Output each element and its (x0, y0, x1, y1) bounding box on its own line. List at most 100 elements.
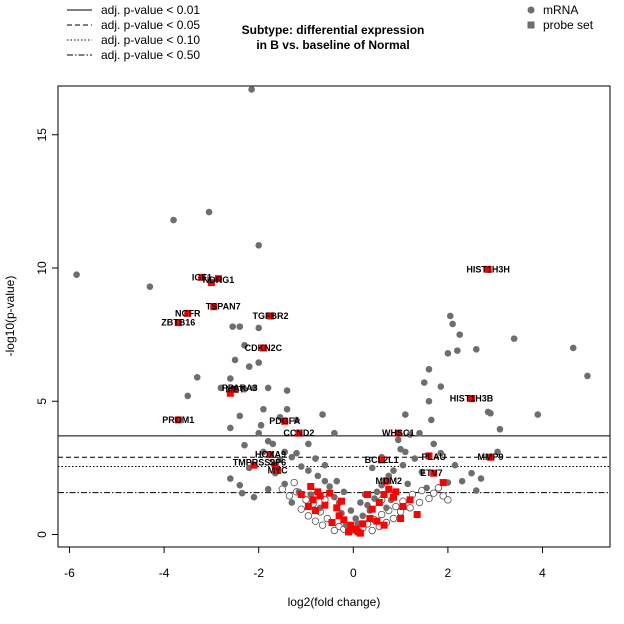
legend-point-label-0: mRNA (543, 3, 578, 17)
probe-point-37 (356, 529, 364, 537)
gene-label-13: TMPRSS2 (233, 458, 276, 468)
mrna-point-118 (238, 489, 246, 497)
mrna-point-112 (477, 475, 485, 482)
mrna-point-68 (385, 472, 393, 480)
mrna-point-11 (449, 320, 456, 328)
probe-point-34 (347, 521, 355, 529)
mrna-point-30 (236, 323, 244, 330)
open-point-33 (415, 498, 424, 507)
mrna-point-88 (250, 384, 258, 392)
mrna-point-63 (307, 491, 315, 498)
gene-label-2: TSPAN7 (206, 302, 241, 312)
mrna-point-0 (248, 86, 255, 93)
mrna-point-42 (319, 411, 326, 418)
mrna-point-62 (281, 480, 289, 488)
probe-point-12 (295, 429, 303, 437)
probe-point-28 (316, 492, 324, 500)
open-point-15 (392, 502, 400, 511)
mrna-point-8 (510, 335, 518, 342)
probe-point-44 (385, 485, 393, 493)
mrna-point-41 (260, 405, 267, 413)
mrna-point-49 (241, 441, 248, 449)
gene-label-18: MMP9 (477, 452, 503, 462)
legend-mrna-swatch (527, 6, 535, 14)
open-point-34 (425, 494, 433, 503)
y-tick-label-2: 10 (35, 261, 49, 275)
mrna-point-70 (399, 461, 407, 469)
data-points (73, 86, 591, 537)
probe-point-9 (226, 389, 234, 397)
open-point-38 (434, 484, 443, 492)
open-point-27 (318, 521, 327, 529)
mrna-point-96 (333, 477, 341, 485)
probe-point-13 (267, 451, 275, 459)
mrna-point-116 (383, 504, 390, 512)
gene-label-3: NGFR (175, 308, 201, 318)
mrna-point-120 (281, 448, 289, 456)
probe-point-51 (328, 519, 336, 527)
open-point-19 (430, 489, 438, 497)
mrna-point-97 (305, 440, 312, 448)
probe-point-14 (250, 461, 258, 469)
mrna-point-103 (321, 461, 329, 469)
legend-probe-swatch (527, 21, 535, 29)
x-axis-label: log2(fold change) (288, 595, 381, 609)
gene-label-22: ETV7 (420, 468, 443, 478)
x-tick-label-2: -2 (253, 566, 264, 580)
mrna-point-115 (357, 499, 364, 506)
threshold-lines (58, 435, 610, 494)
probe-point-15 (271, 461, 279, 469)
gene-label-15: MYC (268, 466, 289, 476)
mrna-point-76 (423, 484, 430, 492)
gene-label-20: BCL2L1 (365, 455, 399, 465)
y-tick-label-0: 0 (35, 531, 49, 538)
probe-point-16 (274, 467, 282, 475)
mrna-point-107 (430, 440, 438, 448)
probe-point-21 (378, 456, 386, 464)
mrna-point-31 (229, 323, 236, 330)
probe-point-23 (430, 469, 438, 477)
gene-label-6: CDKN2C (245, 343, 283, 353)
mrna-point-9 (534, 411, 542, 418)
probe-point-46 (399, 503, 407, 511)
open-point-23 (285, 492, 294, 500)
mrna-point-56 (314, 472, 322, 480)
mrna-point-7 (584, 372, 591, 380)
mrna-point-75 (472, 487, 480, 494)
mrna-point-54 (297, 463, 305, 470)
probe-point-48 (413, 511, 421, 519)
mrna-point-101 (347, 507, 355, 514)
mrna-point-17 (487, 409, 494, 417)
mrna-point-100 (352, 515, 359, 522)
mrna-point-3 (73, 271, 80, 278)
gene-label-9: PROM1 (162, 415, 194, 425)
mrna-point-113 (312, 455, 319, 462)
mrna-point-109 (451, 461, 459, 469)
x-tick-label-0: -6 (64, 566, 75, 580)
mrna-point-92 (217, 384, 225, 392)
y-tick-label-3: 15 (35, 128, 49, 142)
mrna-point-35 (245, 363, 253, 370)
mrna-point-10 (446, 312, 454, 320)
open-point-21 (444, 496, 452, 504)
gene-label-17: HIST1H3B (450, 394, 494, 404)
probe-point-40 (366, 515, 374, 523)
legend-line-label-3: adj. p-value < 0.50 (101, 48, 200, 62)
probe-point-20 (394, 429, 402, 437)
probe-point-50 (311, 507, 319, 515)
mrna-point-53 (288, 453, 296, 461)
mrna-point-32 (241, 341, 248, 349)
mrna-point-4 (146, 283, 154, 290)
y-tick-label-1: 5 (35, 398, 49, 405)
probe-point-57 (392, 488, 400, 496)
legend-line-label-0: adj. p-value < 0.01 (101, 3, 200, 17)
mrna-point-26 (402, 411, 409, 418)
mrna-point-34 (231, 356, 239, 364)
open-point-36 (368, 526, 376, 535)
mrna-point-18 (496, 425, 504, 433)
gene-label-21: PLAU (421, 452, 446, 462)
mrna-point-108 (437, 449, 445, 457)
